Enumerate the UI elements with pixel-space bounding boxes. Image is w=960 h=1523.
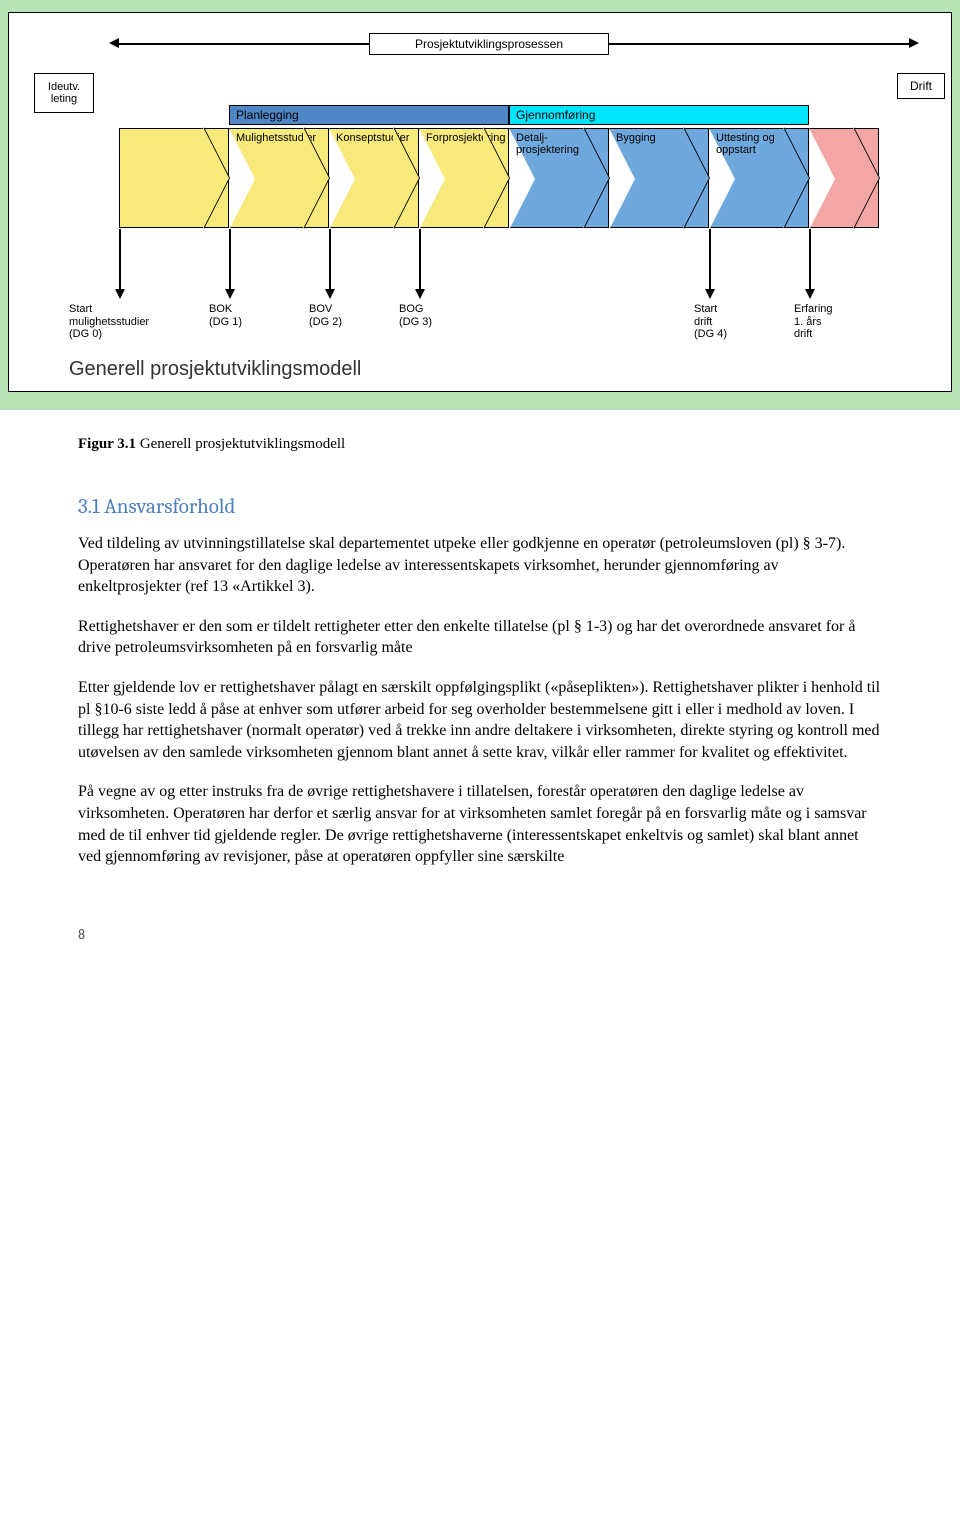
diagram-footer-title: Generell prosjektutviklingsmodell: [69, 358, 361, 381]
figure-caption-rest: Generell prosjektutviklingsmodell: [136, 436, 345, 452]
milestone-line-3: [419, 229, 421, 289]
page-number: 8: [0, 926, 960, 963]
milestone-arrow-5: [805, 289, 815, 299]
header-label: Prosjektutviklingsprosessen: [369, 33, 609, 55]
milestone-line-4: [709, 229, 711, 289]
right-end-label: Drift: [897, 73, 945, 99]
milestone-line-5: [809, 229, 811, 289]
milestone-line-1: [229, 229, 231, 289]
milestone-arrow-4: [705, 289, 715, 299]
paragraph-3: På vegne av og etter instruks fra de øvr…: [78, 781, 882, 867]
figure-caption-bold: Figur 3.1: [78, 436, 136, 452]
milestone-arrow-0: [115, 289, 125, 299]
milestone-label-4: Start drift (DG 4): [694, 303, 774, 341]
milestone-label-1: BOK (DG 1): [209, 303, 289, 328]
milestone-label-5: Erfaring 1. års drift: [794, 303, 884, 341]
milestone-line-0: [119, 229, 121, 289]
header-span-arrow-right: [909, 38, 919, 48]
milestone-arrow-3: [415, 289, 425, 299]
paragraph-1: Rettighetshaver er den som er tildelt re…: [78, 616, 882, 659]
milestone-line-2: [329, 229, 331, 289]
milestone-arrow-1: [225, 289, 235, 299]
paragraph-2: Etter gjeldende lov er rettighetshaver p…: [78, 677, 882, 763]
diagram-container: Prosjektutviklingsprosessen Ideutv. leti…: [0, 0, 960, 410]
section-heading: 3.1 Ansvarsforhold: [78, 495, 882, 519]
header-span-arrow-left: [109, 38, 119, 48]
left-end-label: Ideutv. leting: [34, 73, 94, 113]
page-body: Figur 3.1 Generell prosjektutviklingsmod…: [0, 410, 960, 926]
paragraph-0: Ved tildeling av utvinningstillatelse sk…: [78, 533, 882, 598]
milestone-label-2: BOV (DG 2): [309, 303, 389, 328]
diagram-canvas: Prosjektutviklingsprosessen Ideutv. leti…: [8, 12, 952, 392]
milestone-arrow-2: [325, 289, 335, 299]
top-bar-gjennomforing: Gjennomføring: [509, 105, 809, 125]
top-bar-planlegging: Planlegging: [229, 105, 509, 125]
milestone-label-0: Start mulighetsstudier (DG 0): [69, 303, 179, 341]
chevron-row: Mulighetsstudier Konseptstudier Forprosj…: [119, 128, 929, 228]
figure-caption: Figur 3.1 Generell prosjektutviklingsmod…: [78, 436, 882, 453]
milestone-label-3: BOG (DG 3): [399, 303, 479, 328]
